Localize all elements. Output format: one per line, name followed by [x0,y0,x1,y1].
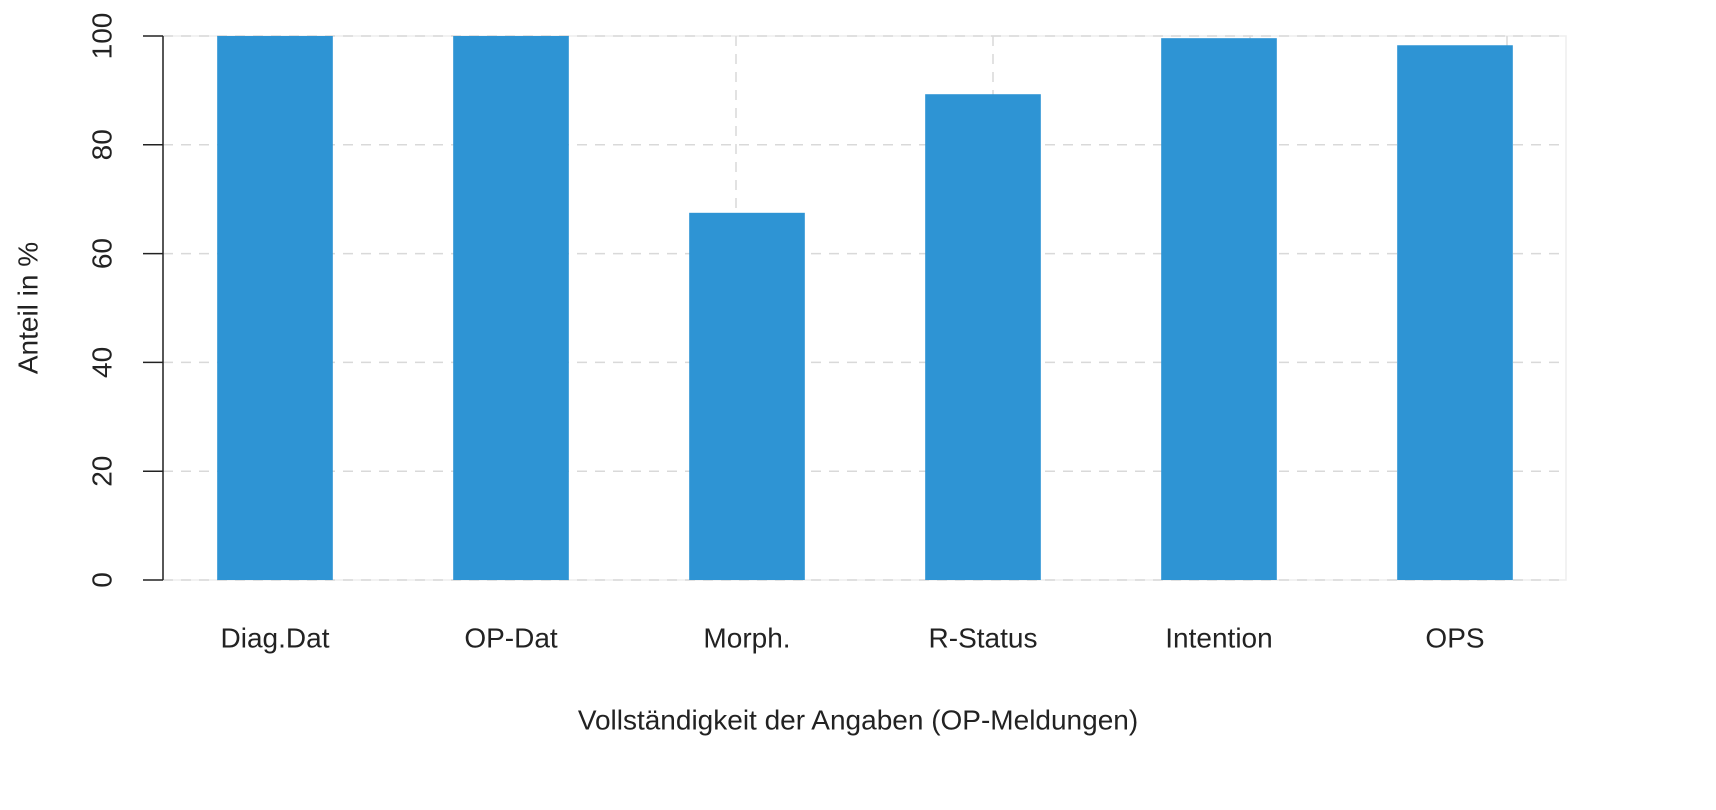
bar [1397,45,1513,581]
bar [925,94,1041,580]
y-tick-label: 80 [86,129,117,160]
x-tick-label: R-Status [929,622,1038,653]
y-tick-label: 0 [86,572,117,588]
x-axis-title: Vollständigkeit der Angaben (OP-Meldunge… [578,704,1138,735]
plot-frame [162,35,1567,581]
y-axis-title: Anteil in % [12,242,43,374]
bar [217,36,333,580]
y-tick-label: 40 [86,347,117,378]
y-tick-label: 20 [86,456,117,487]
y-tick-label: 100 [86,13,117,60]
x-tick-label: Intention [1165,622,1272,653]
x-tick-label: OP-Dat [464,622,558,653]
x-tick-label: OPS [1425,622,1484,653]
bar [689,212,805,581]
bar [453,36,569,580]
bar [1161,38,1277,580]
x-tick-label: Morph. [703,622,790,653]
vertical-grid [221,36,1508,580]
x-tick-label: Diag.Dat [221,622,330,653]
y-tick-label: 60 [86,238,117,269]
